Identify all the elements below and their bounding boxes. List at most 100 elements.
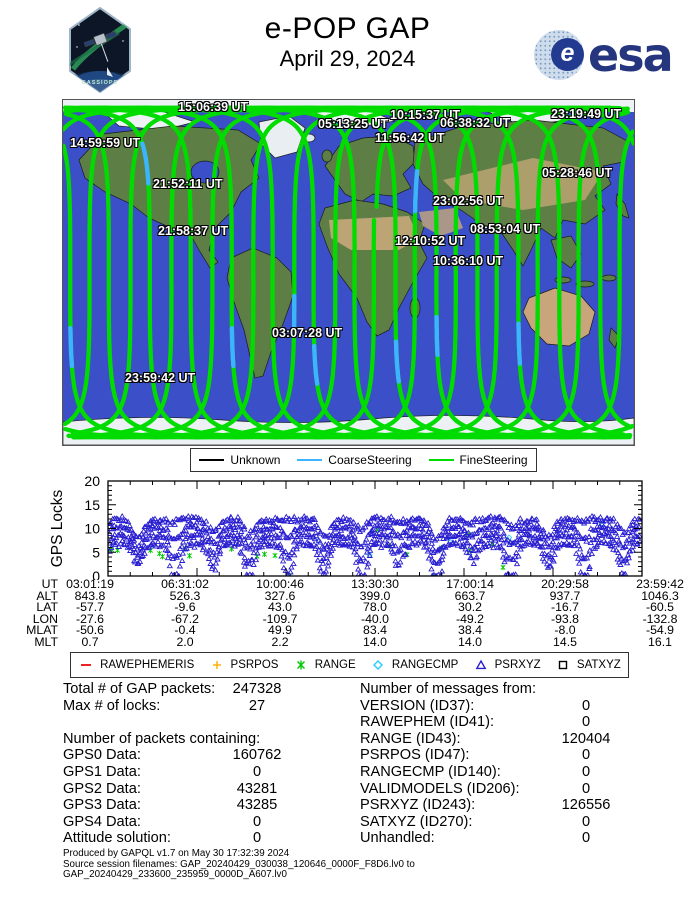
axis-table-cell: -0.4 — [174, 623, 196, 638]
ground-track — [63, 111, 377, 440]
y-tick-label: 20 — [84, 473, 100, 489]
track-time-label: 11:56:42 UT — [375, 131, 445, 145]
stats-value: 0 — [581, 830, 591, 847]
stats-row: Number of messages from: — [360, 681, 690, 698]
steering-legend-item: CoarseSteering — [297, 453, 412, 467]
continent-south-america — [226, 247, 294, 379]
stats-value: 0 — [581, 780, 591, 797]
page-title: e-POP GAP — [264, 12, 431, 45]
stats-value: 0 — [252, 830, 262, 847]
stats-label: RANGECMP (ID140): — [360, 763, 501, 780]
diamond-marker-icon — [372, 660, 383, 670]
ground-track — [434, 314, 440, 358]
axis-table-cell: 399.0 — [359, 588, 391, 603]
stats-label: Number of messages from: — [360, 681, 536, 697]
stats-row: PSRPOS (ID47): 0 — [360, 747, 690, 764]
stats-label: GPS0 Data: — [63, 747, 141, 764]
stats-row: VALIDMODELS (ID206): 0 — [360, 781, 690, 798]
y-tick-label: 15 — [84, 497, 100, 513]
track-time-label: 23:59:42 UT — [125, 371, 196, 385]
footer-line: GAP_20240429_233600_235959_0000D_A607.lv… — [63, 869, 287, 881]
new-guinea — [601, 274, 617, 282]
axis-table-cell: -50.6 — [75, 623, 105, 638]
stats-value: 43281 — [236, 780, 278, 797]
stats-row: VERSION (ID37): 0 — [360, 698, 690, 715]
steering-legend: Unknown CoarseSteering FineSteering — [190, 448, 537, 472]
stats-value: 0 — [581, 747, 591, 764]
axis-table-cell: -67.2 — [170, 611, 200, 626]
stats-value: 120404 — [561, 730, 611, 747]
stats-label: SATXYZ (ID270): — [360, 813, 473, 830]
axis-table-row: MLT 0.7 2.0 2.2 14.0 14.0 14.5 16.1 — [0, 635, 695, 649]
stats-row: GPS3 Data: 43285 — [63, 797, 373, 814]
plot-axes — [107, 480, 643, 577]
track-time-label: 12:10:52 UT — [395, 234, 466, 248]
stats-row: Max # of locks: 27 — [63, 698, 373, 715]
axis-table-cell: 14.5 — [553, 635, 577, 649]
stats-right-column: Number of messages from: VERSION (ID37): 0… — [360, 681, 690, 847]
ground-track — [140, 141, 151, 186]
marker-legend-item: PSRPOS — [209, 659, 278, 671]
track-time-label: 23:19:49 UT — [551, 107, 622, 121]
axis-table-cell: -57.7 — [75, 600, 105, 615]
stats-value: 0 — [581, 763, 591, 780]
track-time-label: 05:28:46 UT — [542, 166, 613, 180]
y-tick-label: 0 — [92, 568, 100, 580]
stats-row: Attitude solution: 0 — [63, 830, 373, 847]
axis-table-cell: -54.9 — [645, 623, 675, 638]
stats-left-column: Total # of GAP packets: 247328 Max # of lo… — [63, 681, 373, 847]
axis-table-cell: 30.2 — [458, 600, 482, 615]
stats-value: 160762 — [232, 747, 282, 764]
central-asia-desert — [443, 158, 603, 210]
steering-legend-item: FineSteering — [428, 453, 528, 467]
gps-locks-markers — [108, 512, 642, 576]
y-tick-label: 10 — [84, 521, 100, 537]
stats-row: GPS0 Data: 160762 — [63, 747, 373, 764]
axis-table-cell: 10:00:46 — [256, 577, 304, 591]
axis-table-cell: 20:29:58 — [541, 577, 589, 591]
axis-table-cell: -8.0 — [554, 623, 576, 638]
stats-row — [63, 714, 373, 731]
plus-marker-icon — [212, 661, 221, 669]
track-time-label: 06:38:32 UT — [440, 116, 511, 130]
axis-table-cell: 06:31:02 — [161, 577, 209, 591]
track-time-label: 15:06:39 UT — [178, 100, 249, 114]
track-time-label: 10:36:10 UT — [433, 254, 504, 268]
axis-table-cell: -9.6 — [174, 600, 196, 615]
y-tick-label: 5 — [92, 544, 100, 560]
world-map — [63, 100, 634, 445]
steering-line-swatch — [199, 458, 225, 462]
stats-label: GPS2 Data: — [63, 780, 141, 797]
axis-table-cell: -60.5 — [645, 600, 675, 615]
stats-label: RANGE (ID43): — [360, 730, 461, 747]
stats-label: GPS3 Data: — [63, 797, 141, 814]
ground-track — [63, 105, 628, 440]
marker-legend-item: PSRXYZ — [473, 659, 541, 671]
middle-east-desert — [419, 208, 463, 236]
esa-e-icon: e — [551, 38, 584, 71]
marker-legend-item: RANGE — [293, 659, 356, 671]
track-time-label: 21:52:11 UT — [153, 177, 223, 191]
axis-table-cell: 14.0 — [363, 635, 387, 649]
marker-legend-item: SATXYZ — [555, 659, 621, 671]
stats-row: SATXYZ (ID270): 0 — [360, 814, 690, 831]
ground-track — [516, 321, 523, 366]
axis-table-cell: 937.7 — [549, 588, 581, 603]
axis-table-cell: 13:30:30 — [351, 577, 399, 591]
axis-table-cell: 16.1 — [648, 635, 672, 649]
marker-legend-label: RAWEPHEMERIS — [100, 659, 195, 671]
axis-table-cell: 38.4 — [458, 623, 482, 638]
ground-track — [374, 105, 634, 209]
axis-table-cell: -49.2 — [455, 611, 485, 626]
axis-table-row: MLAT -50.6 -0.4 49.9 83.4 38.4 -8.0 -54.9 — [0, 623, 695, 638]
stats-label: Total # of GAP packets: — [63, 681, 216, 697]
steering-legend-label: CoarseSteering — [328, 453, 412, 467]
axis-table-cell: 0.7 — [81, 635, 99, 649]
axis-row-label: MLT — [34, 635, 58, 649]
axis-table-cell: 49.9 — [268, 623, 292, 638]
axis-row-label: UT — [41, 577, 58, 591]
axis-table-cell: 1046.3 — [641, 588, 679, 603]
gps-locks-plot: 0 5 10 15 20 GPS Locks — [49, 473, 643, 580]
packet-marker-legend: RAWEPHEMERIS PSRPOS RANGE RANGECMP PSRXYZ SAT… — [70, 652, 629, 678]
